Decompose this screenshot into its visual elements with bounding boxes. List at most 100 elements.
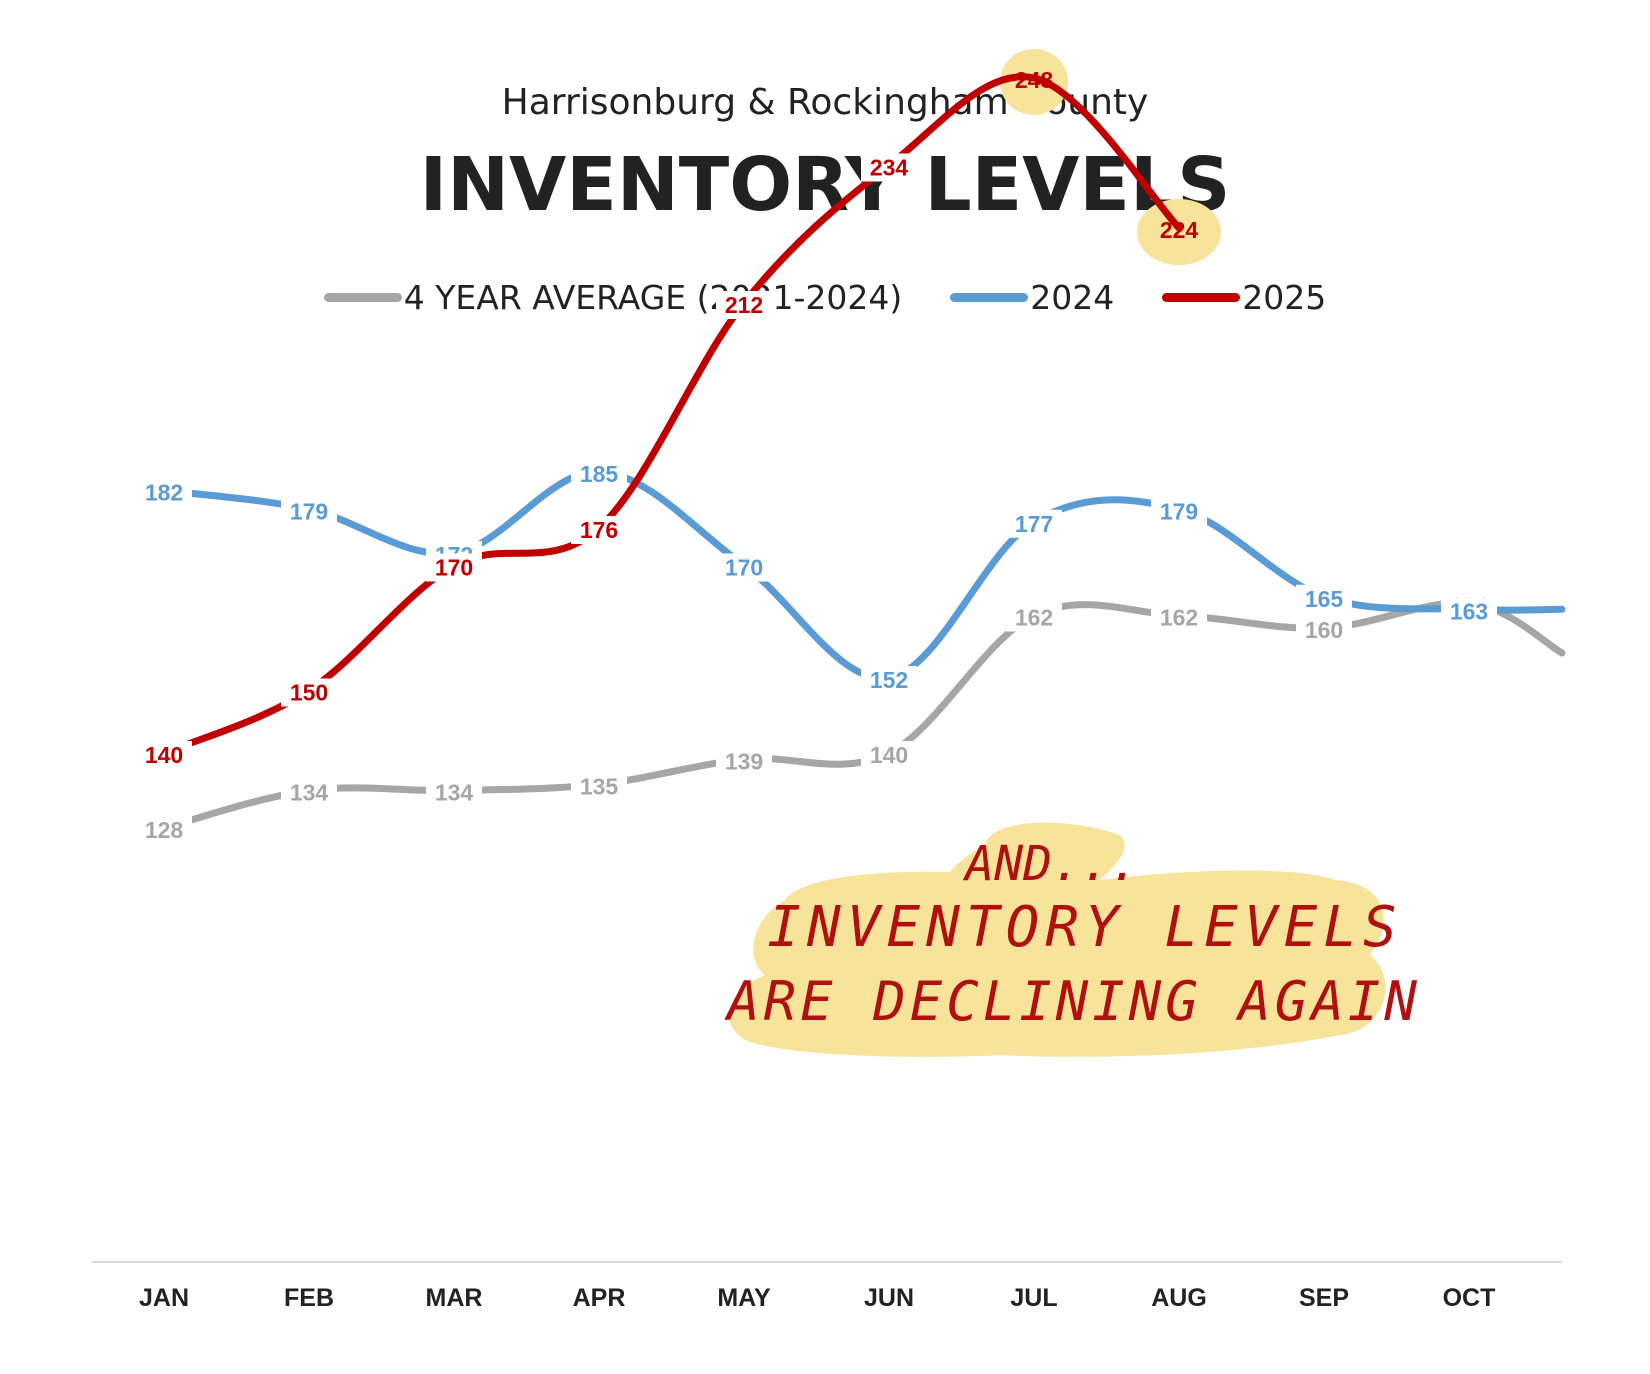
data-label-bg xyxy=(861,666,917,694)
data-label-s0-sep: 160 xyxy=(1296,616,1352,644)
data-label-text: 212 xyxy=(725,292,763,318)
data-label-s1-jan: 182 xyxy=(136,478,192,507)
data-label-s1-oct: 163 xyxy=(1441,597,1497,626)
data-label-bg xyxy=(716,747,772,776)
data-label-bg xyxy=(571,516,627,544)
data-label-bg xyxy=(281,778,337,807)
legend-item-2025: 2025 xyxy=(1162,278,1326,317)
data-label-s0-aug: 162 xyxy=(1151,603,1207,632)
data-label-s0-jul: 162 xyxy=(1006,603,1062,632)
data-label-s2-feb: 150 xyxy=(281,678,337,707)
data-label-text: 140 xyxy=(870,742,908,768)
data-label-text: 165 xyxy=(1305,586,1344,612)
data-label-text: 170 xyxy=(435,555,473,581)
x-tick-label-jan: JAN xyxy=(139,1284,189,1312)
data-label-s2-aug: 224 xyxy=(1160,217,1199,243)
data-label-text: 135 xyxy=(580,773,619,799)
axis-layer: JAN FEB MAR APR MAY JUN JUL AUG SEP OCT xyxy=(92,1261,1562,1312)
annotation-highlight xyxy=(728,822,1386,1057)
data-label-s1-jul: 177 xyxy=(1006,509,1062,538)
data-label-text: 179 xyxy=(1160,498,1198,524)
annotation-line-and: AND... xyxy=(962,836,1138,892)
data-label-bg xyxy=(136,816,192,844)
data-label-text: 150 xyxy=(290,680,328,706)
data-label-bg xyxy=(136,741,192,769)
x-tick-label-aug: AUG xyxy=(1151,1284,1207,1312)
data-label-bg xyxy=(1006,603,1062,632)
data-label-text: 185 xyxy=(580,461,619,487)
data-label-text: 176 xyxy=(580,517,618,543)
legend-label-2024: 2024 xyxy=(1030,278,1115,317)
legend-label-average: 4 YEAR AVERAGE (2021-2024) xyxy=(403,278,903,317)
data-label-s0-may: 139 xyxy=(716,747,772,776)
data-label-s0-jan: 128 xyxy=(136,816,192,844)
data-label-s1-may: 170 xyxy=(716,553,772,582)
data-label-s1-apr: 185 xyxy=(571,459,627,488)
data-label-s0-jun: 140 xyxy=(861,741,917,769)
data-label-text: 140 xyxy=(145,742,183,768)
data-label-s0-apr: 135 xyxy=(571,772,627,801)
data-label-s2-jul: 248 xyxy=(1015,67,1054,93)
data-label-bg xyxy=(571,772,627,801)
data-label-bg xyxy=(861,153,917,182)
x-tick-label-jul: JUL xyxy=(1010,1284,1057,1312)
data-label-bg xyxy=(1296,584,1352,613)
x-tick-label-mar: MAR xyxy=(426,1284,483,1312)
data-label-bg xyxy=(426,553,482,582)
legend-swatch-2025 xyxy=(1162,293,1241,302)
data-label-text: 248 xyxy=(1015,67,1054,93)
data-label-text: 163 xyxy=(1450,598,1488,624)
data-label-text: 160 xyxy=(1305,617,1343,643)
data-label-s2-mar: 170 xyxy=(426,553,482,582)
x-tick-label-jun: JUN xyxy=(864,1284,914,1312)
data-label-text: 234 xyxy=(870,155,909,181)
data-label-s1-sep: 165 xyxy=(1296,584,1352,613)
x-tick-label-sep: SEP xyxy=(1299,1284,1349,1312)
legend-label-2025: 2025 xyxy=(1242,278,1327,317)
data-label-bg xyxy=(1296,616,1352,644)
data-label-s1-jun: 152 xyxy=(861,666,917,694)
data-label-s2-jan: 140 xyxy=(136,741,192,769)
data-label-text: 162 xyxy=(1160,605,1198,631)
highlight-marker-aug xyxy=(1137,199,1221,265)
data-label-bg xyxy=(136,478,192,507)
annotation-line-declining-again: ARE DECLINING AGAIN xyxy=(724,970,1421,1033)
data-label-bg xyxy=(1151,603,1207,632)
chart-legend: 4 YEAR AVERAGE (2021-2024) 2024 2025 xyxy=(0,278,1650,317)
legend-item-2024: 2024 xyxy=(950,278,1114,317)
data-label-text: 179 xyxy=(290,498,328,524)
data-label-s1-feb: 179 xyxy=(281,497,337,526)
data-label-bg xyxy=(281,497,337,526)
data-label-bg xyxy=(1441,597,1497,626)
annotation-line-inventory-levels: INVENTORY LEVELS xyxy=(767,895,1402,960)
series-line-2 xyxy=(160,73,1183,757)
data-label-text: 128 xyxy=(145,817,184,843)
series-line-1 xyxy=(160,468,1566,682)
data-label-s2-may: 212 xyxy=(716,291,772,319)
x-tick-label-oct: OCT xyxy=(1443,1284,1496,1312)
data-label-text: 152 xyxy=(870,667,908,693)
data-label-s2-jun: 234 xyxy=(861,153,917,182)
data-label-bg xyxy=(861,741,917,769)
data-label-s2-apr: 176 xyxy=(571,516,627,544)
x-tick-label-feb: FEB xyxy=(284,1284,334,1312)
data-label-text: 224 xyxy=(1160,217,1199,243)
data-label-s0-mar: 134 xyxy=(426,778,482,807)
x-tick-label-may: MAY xyxy=(717,1284,771,1312)
data-label-text: 177 xyxy=(1015,511,1053,537)
data-label-text: 139 xyxy=(725,748,763,774)
data-label-bg xyxy=(571,459,627,488)
legend-swatch-2024 xyxy=(950,293,1029,302)
data-label-s1-aug: 179 xyxy=(1151,497,1207,526)
data-label-bg xyxy=(716,291,772,319)
legend-item-average: 4 YEAR AVERAGE (2021-2024) xyxy=(323,278,903,317)
data-label-s0-feb: 134 xyxy=(281,778,337,807)
data-label-text: 134 xyxy=(290,780,329,806)
data-label-text: 170 xyxy=(725,555,763,581)
legend-swatch-average xyxy=(323,293,402,302)
data-label-bg xyxy=(281,678,337,707)
data-label-bg xyxy=(1006,509,1062,538)
data-label-text: 182 xyxy=(145,480,183,506)
annotation-layer: AND...INVENTORY LEVELS ARE DECLINING AGAI… xyxy=(724,49,1421,1057)
